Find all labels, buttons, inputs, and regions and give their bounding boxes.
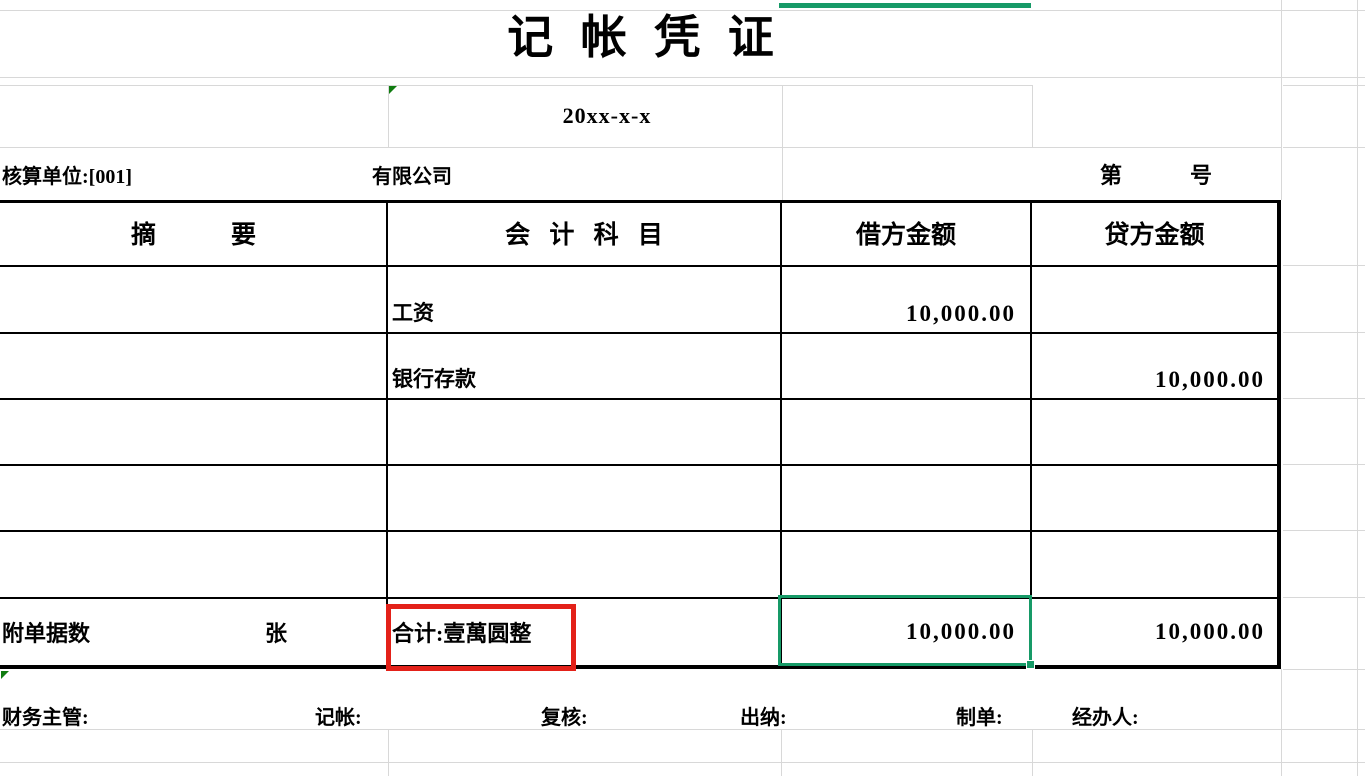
table-border-col bbox=[780, 200, 782, 667]
date-cell[interactable]: 20xx-x-x bbox=[562, 103, 652, 128]
footer-label-voucher-preparer[interactable]: 制单: bbox=[956, 706, 1003, 729]
header-account[interactable]: 会 计 科 目 bbox=[505, 222, 663, 249]
attachment-count-label[interactable]: 附单据数 bbox=[2, 621, 91, 646]
cell-account-r5[interactable] bbox=[392, 532, 772, 595]
company-suffix-label: 有限公司 bbox=[372, 165, 452, 188]
table-border-row bbox=[0, 332, 1281, 334]
cell-credit-r3[interactable] bbox=[1034, 400, 1265, 462]
gridline bbox=[1032, 85, 1033, 147]
gridline bbox=[0, 10, 1365, 11]
cell-debit-r3[interactable] bbox=[783, 400, 1016, 462]
gridline bbox=[1283, 464, 1365, 465]
footer-label-handler[interactable]: 经办人: bbox=[1072, 706, 1139, 729]
cell-debit-r1[interactable]: 10,000.00 bbox=[906, 301, 1016, 326]
header-summary[interactable]: 摘 要 bbox=[130, 222, 256, 249]
gridline bbox=[1283, 669, 1365, 670]
footer-label-cashier[interactable]: 出纳: bbox=[740, 706, 787, 729]
table-border-top bbox=[0, 200, 1281, 203]
table-border-row bbox=[0, 398, 1281, 400]
table-border-col bbox=[386, 200, 388, 667]
gridline bbox=[0, 147, 1281, 148]
header-debit[interactable]: 借方金额 bbox=[855, 222, 956, 249]
table-border-row bbox=[0, 464, 1281, 466]
gridline bbox=[1281, 669, 1282, 776]
selection-edge-top bbox=[779, 3, 1031, 8]
cell-credit-r4[interactable] bbox=[1034, 466, 1265, 528]
error-indicator-icon bbox=[1, 671, 9, 679]
cell-account-r4[interactable] bbox=[392, 466, 772, 528]
gridline bbox=[0, 762, 1365, 763]
gridline bbox=[0, 85, 1032, 86]
voucher-number-suffix: 号 bbox=[1190, 163, 1213, 188]
credit-total-cell[interactable]: 10,000.00 bbox=[1155, 619, 1265, 644]
footer-label-finance-supervisor[interactable]: 财务主管: bbox=[2, 706, 89, 729]
fill-handle[interactable] bbox=[1026, 660, 1035, 669]
cell-credit-r1[interactable] bbox=[1034, 267, 1265, 330]
gridline bbox=[388, 85, 389, 147]
cell-debit-r5[interactable] bbox=[783, 532, 1016, 595]
table-border-row bbox=[0, 530, 1281, 532]
footer-label-bookkeeper[interactable]: 记帐: bbox=[315, 706, 362, 729]
gridline bbox=[781, 729, 782, 776]
header-credit[interactable]: 贷方金额 bbox=[1104, 222, 1205, 249]
total-in-words-cell[interactable]: 合计:壹萬圆整 bbox=[392, 621, 532, 646]
gridline bbox=[782, 85, 783, 200]
gridline bbox=[1032, 729, 1033, 776]
gridline bbox=[388, 729, 389, 776]
table-border-right bbox=[1277, 200, 1281, 669]
cell-debit-r4[interactable] bbox=[783, 466, 1016, 528]
cell-account-r2[interactable]: 银行存款 bbox=[392, 367, 476, 391]
gridline bbox=[1283, 147, 1365, 148]
table-border-row bbox=[0, 597, 1281, 599]
table-border-row bbox=[0, 265, 1281, 267]
gridline bbox=[1283, 398, 1365, 399]
gridline bbox=[1283, 85, 1365, 86]
gridline bbox=[1283, 530, 1365, 531]
cell-account-r3[interactable] bbox=[392, 400, 772, 462]
highlight-red-box bbox=[386, 604, 576, 671]
error-indicator-icon bbox=[389, 86, 397, 94]
gridline bbox=[0, 77, 1365, 78]
cell-credit-r5[interactable] bbox=[1034, 532, 1265, 595]
gridline bbox=[1281, 0, 1282, 200]
footer-label-reviewer[interactable]: 复核: bbox=[541, 706, 588, 729]
gridline bbox=[1283, 332, 1365, 333]
cell-account-r1[interactable]: 工资 bbox=[392, 301, 434, 325]
cell-credit-r2[interactable]: 10,000.00 bbox=[1155, 367, 1265, 392]
selection-border bbox=[778, 595, 1035, 669]
gridline bbox=[1357, 0, 1358, 776]
table-border-col bbox=[1030, 200, 1032, 667]
gridline bbox=[0, 729, 1365, 730]
gridline bbox=[1283, 597, 1365, 598]
table-border-bottom bbox=[0, 665, 1281, 669]
voucher-title: 记 帐 凭 证 bbox=[507, 12, 774, 63]
gridline bbox=[1283, 265, 1365, 266]
attachment-unit-label: 张 bbox=[265, 621, 288, 646]
voucher-number-prefix: 第 bbox=[1100, 163, 1123, 188]
accounting-unit-label[interactable]: 核算单位:[001] bbox=[2, 165, 132, 188]
cell-debit-r2[interactable] bbox=[783, 334, 1016, 396]
debit-total-cell[interactable]: 10,000.00 bbox=[906, 619, 1016, 644]
